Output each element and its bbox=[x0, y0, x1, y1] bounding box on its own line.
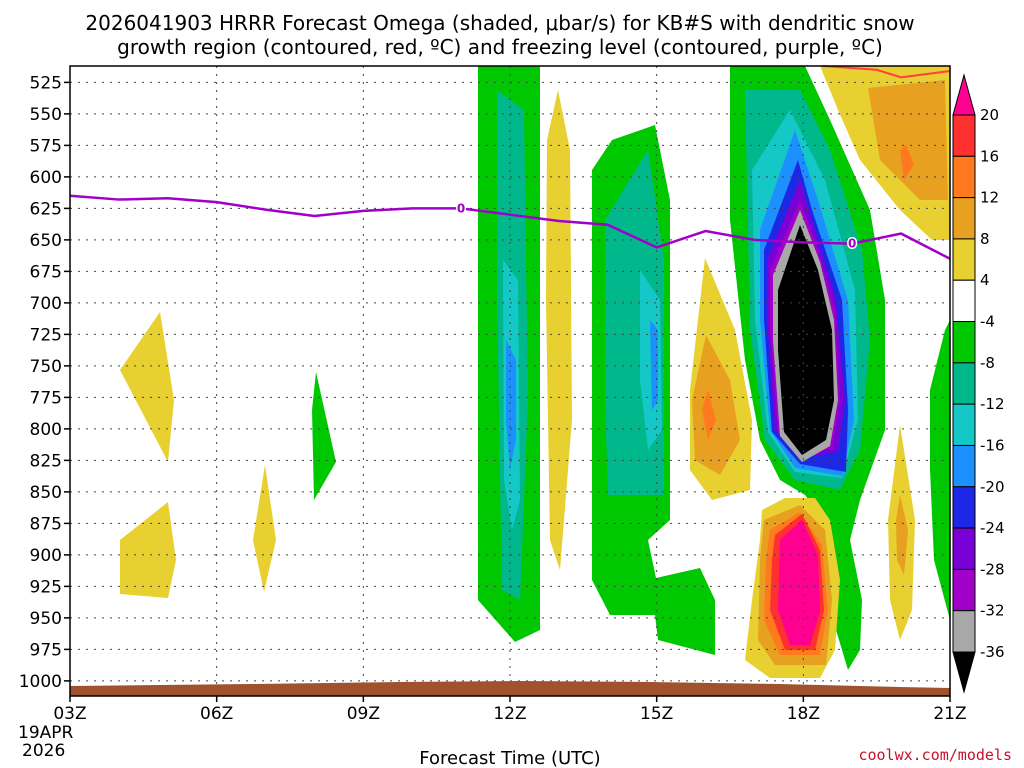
colorbar-label-8: -16 bbox=[980, 436, 1005, 454]
colorbar-label-11: -28 bbox=[980, 560, 1005, 578]
colorbar-label-2: 12 bbox=[980, 189, 999, 207]
shade-ascent-20z-upper-orange bbox=[900, 145, 914, 180]
chart-title-line-1: 2026041903 HRRR Forecast Omega (shaded, … bbox=[85, 11, 914, 35]
colorbar-segment-7 bbox=[952, 362, 976, 405]
freezing-level-label-1: 0 bbox=[457, 201, 465, 215]
y-tick-label-925: 925 bbox=[30, 577, 62, 597]
colorbar-label-4: 4 bbox=[980, 271, 990, 289]
y-axis: 525 550 575 600 625 650 675 700 725 750 775 800 825 8… bbox=[19, 73, 70, 692]
colorbar-segment-2 bbox=[952, 155, 976, 199]
x-tick-label-06Z: 06Z bbox=[200, 704, 233, 724]
colorbar-segment-6 bbox=[952, 321, 976, 364]
colorbar-cap-top bbox=[952, 73, 976, 116]
colorbar-segment-4 bbox=[952, 238, 976, 281]
chart-title-line-2: growth region (contoured, red, ºC) and f… bbox=[117, 35, 883, 59]
shade-ascent-18z-magenta bbox=[778, 520, 820, 645]
shade-descent-15z-core bbox=[650, 320, 658, 410]
y-tick-label-600: 600 bbox=[30, 168, 62, 188]
shade-weak-ascent-04z bbox=[120, 312, 174, 462]
y-tick-label-900: 900 bbox=[30, 546, 62, 566]
y-tick-label-725: 725 bbox=[30, 325, 62, 345]
colorbar-segment-1 bbox=[952, 114, 976, 157]
shade-weak-ascent-04z-low bbox=[120, 502, 176, 598]
colorbar-segment-5 bbox=[952, 279, 976, 323]
grid-lines bbox=[69, 66, 951, 696]
y-tick-label-875: 875 bbox=[30, 514, 62, 534]
colorbar-segment-13 bbox=[952, 610, 976, 653]
y-tick-label-750: 750 bbox=[30, 357, 62, 377]
shade-weak-descent-08z bbox=[312, 372, 336, 500]
shade-descent-12z-core bbox=[506, 340, 516, 470]
shade-ascent-20z-lower-gold bbox=[896, 495, 908, 575]
shade-weak-ascent-07z bbox=[253, 465, 276, 592]
y-tick-label-825: 825 bbox=[30, 451, 62, 471]
colorbar-label-9: -20 bbox=[980, 478, 1005, 496]
colorbar-segment-10 bbox=[952, 486, 976, 529]
y-tick-label-700: 700 bbox=[30, 294, 62, 314]
shade-descent-18z-black bbox=[778, 225, 834, 455]
colorbar-label-3: 8 bbox=[980, 230, 990, 248]
y-tick-label-775: 775 bbox=[30, 388, 62, 408]
y-tick-label-975: 975 bbox=[30, 640, 62, 660]
colorbar-label-12: -32 bbox=[980, 602, 1005, 620]
shade-weak-ascent-13z bbox=[546, 90, 572, 570]
shade-descent-21z bbox=[930, 320, 950, 620]
date-label-year: 2026 bbox=[22, 741, 65, 761]
colorbar-label-5: -4 bbox=[980, 313, 995, 331]
y-tick-label-1000: 1000 bbox=[19, 672, 62, 692]
y-tick-label-625: 625 bbox=[30, 199, 62, 219]
colorbar-segment-9 bbox=[952, 444, 976, 488]
freezing-level-label-2: 0 bbox=[848, 237, 856, 251]
colorbar-label-0: 20 bbox=[980, 106, 999, 124]
x-tick-label-15Z: 15Z bbox=[640, 704, 673, 724]
colorbar-segment-3 bbox=[952, 197, 976, 240]
y-tick-label-550: 550 bbox=[30, 105, 62, 125]
x-axis: 03Z 06Z 09Z 12Z 15Z 18Z 21Z bbox=[53, 696, 967, 724]
x-tick-label-18Z: 18Z bbox=[787, 704, 820, 724]
y-tick-label-525: 525 bbox=[30, 73, 62, 93]
colorbar-label-1: 16 bbox=[980, 147, 999, 165]
x-tick-label-03Z: 03Z bbox=[53, 704, 86, 724]
shade-ascent-16z-core bbox=[702, 390, 716, 440]
x-tick-label-21Z: 21Z bbox=[933, 704, 966, 724]
x-tick-label-09Z: 09Z bbox=[347, 704, 380, 724]
x-tick-label-12Z: 12Z bbox=[493, 704, 526, 724]
colorbar-label-6: -8 bbox=[980, 354, 995, 372]
freezing-level-contour bbox=[69, 194, 951, 260]
plot-area: 0 0 bbox=[69, 65, 951, 697]
y-tick-label-950: 950 bbox=[30, 609, 62, 629]
date-label-day: 19APR bbox=[18, 723, 74, 743]
y-tick-label-800: 800 bbox=[30, 420, 62, 440]
terrain-ground bbox=[70, 681, 950, 696]
watermark: coolwx.com/models bbox=[858, 746, 1012, 764]
y-tick-label-575: 575 bbox=[30, 136, 62, 156]
colorbar-segment-12 bbox=[952, 568, 976, 612]
dendritic-growth-contour bbox=[822, 65, 951, 79]
x-axis-title: Forecast Time (UTC) bbox=[419, 748, 600, 768]
colorbar-segment-11 bbox=[952, 527, 976, 570]
colorbar-cap-bottom bbox=[952, 651, 976, 694]
shade-ascent-16z-mid bbox=[692, 335, 740, 475]
colorbar-segment-8 bbox=[952, 403, 976, 446]
shade-ascent-20z-upper-gold bbox=[868, 80, 948, 200]
colorbar-label-7: -12 bbox=[980, 395, 1005, 413]
colorbar-label-13: -36 bbox=[980, 643, 1005, 661]
colorbar: 20 16 12 8 4 -4 -8 -12 -16 -20 -24 -28 -32 -36 bbox=[952, 73, 1005, 694]
y-tick-label-650: 650 bbox=[30, 231, 62, 251]
y-tick-label-675: 675 bbox=[30, 262, 62, 282]
colorbar-label-10: -24 bbox=[980, 519, 1005, 537]
y-tick-label-850: 850 bbox=[30, 483, 62, 503]
